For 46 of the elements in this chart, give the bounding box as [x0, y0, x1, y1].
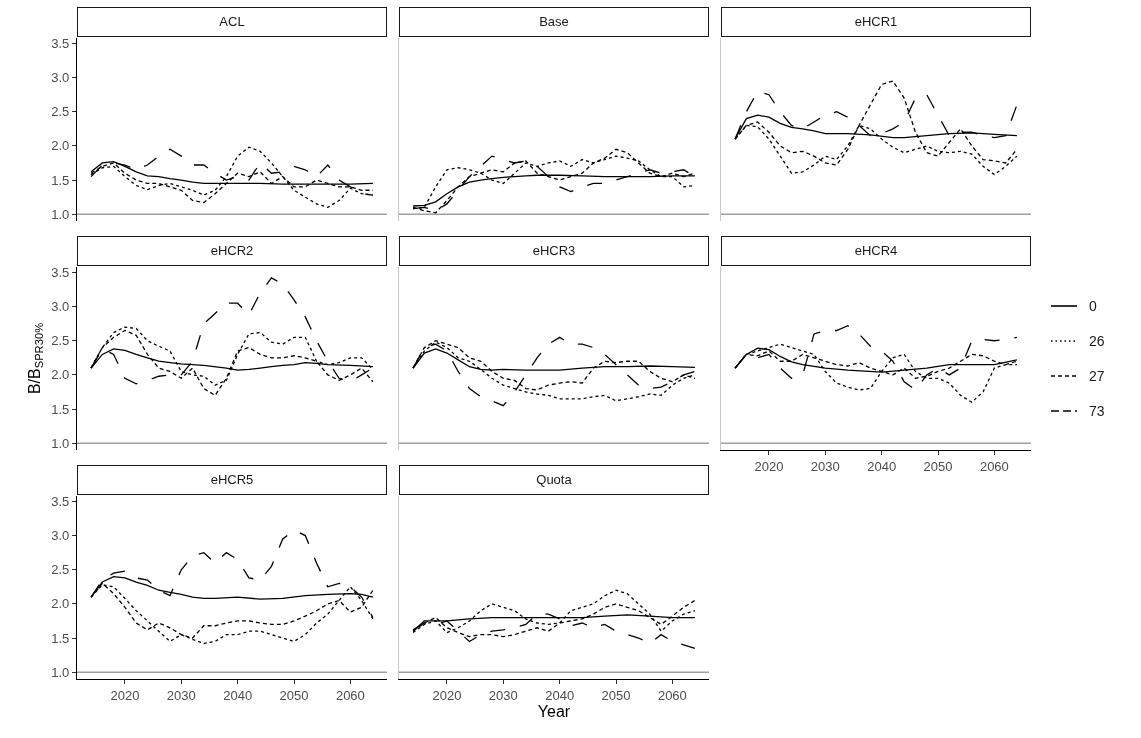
y-tick-label: 1.0: [51, 435, 70, 451]
x-tick-label: 2060: [657, 687, 687, 703]
y-tick-label: 1.5: [51, 401, 70, 417]
y-tick-label: 3.0: [51, 70, 70, 86]
y-tick-label: 3.5: [51, 494, 70, 510]
x-tick-label: 2040: [545, 687, 575, 703]
y-tick-label: 3.0: [51, 528, 70, 544]
x-tick-label: 2020: [754, 458, 784, 474]
y-tick-label: 2.0: [51, 367, 70, 383]
y-tick-label: 1.5: [51, 630, 70, 646]
chart-title: Base: [399, 7, 709, 37]
chart-title: eHCR1: [721, 7, 1031, 37]
chart-title: eHCR5: [77, 465, 387, 495]
x-tick-label: 2030: [810, 458, 840, 474]
chart-title: eHCR3: [399, 236, 709, 266]
chart-title: eHCR2: [77, 236, 387, 266]
x-tick-label: 2040: [867, 458, 897, 474]
y-tick-label: 2.5: [51, 104, 70, 120]
y-tick-label: 1.0: [51, 206, 70, 222]
chart-title: eHCR4: [721, 236, 1031, 266]
chart-title: ACL: [77, 7, 387, 37]
y-tick-label: 1.0: [51, 664, 70, 680]
x-tick-label: 2020: [110, 687, 140, 703]
x-axis-title: Year: [537, 703, 571, 721]
x-tick-label: 2020: [432, 687, 462, 703]
y-tick-label: 2.0: [51, 596, 70, 612]
x-tick-label: 2050: [923, 458, 953, 474]
chart-title: Quota: [399, 465, 709, 495]
legend-label: 0: [1089, 298, 1097, 314]
x-tick-label: 2050: [601, 687, 631, 703]
legend-label: 26: [1089, 333, 1105, 349]
x-tick-label: 2060: [979, 458, 1009, 474]
y-tick-label: 3.5: [51, 36, 70, 52]
x-tick-label: 2030: [166, 687, 196, 703]
y-tick-label: 2.0: [51, 138, 70, 154]
y-tick-label: 2.5: [51, 562, 70, 578]
y-tick-label: 2.5: [51, 333, 70, 349]
legend-label: 73: [1089, 403, 1105, 419]
x-tick-label: 2040: [223, 687, 253, 703]
x-tick-label: 2060: [335, 687, 365, 703]
legend-label: 27: [1089, 368, 1105, 384]
x-tick-label: 2030: [488, 687, 518, 703]
y-tick-label: 3.5: [51, 265, 70, 281]
y-tick-label: 1.5: [51, 172, 70, 188]
x-tick-label: 2050: [279, 687, 309, 703]
y-tick-label: 3.0: [51, 299, 70, 315]
